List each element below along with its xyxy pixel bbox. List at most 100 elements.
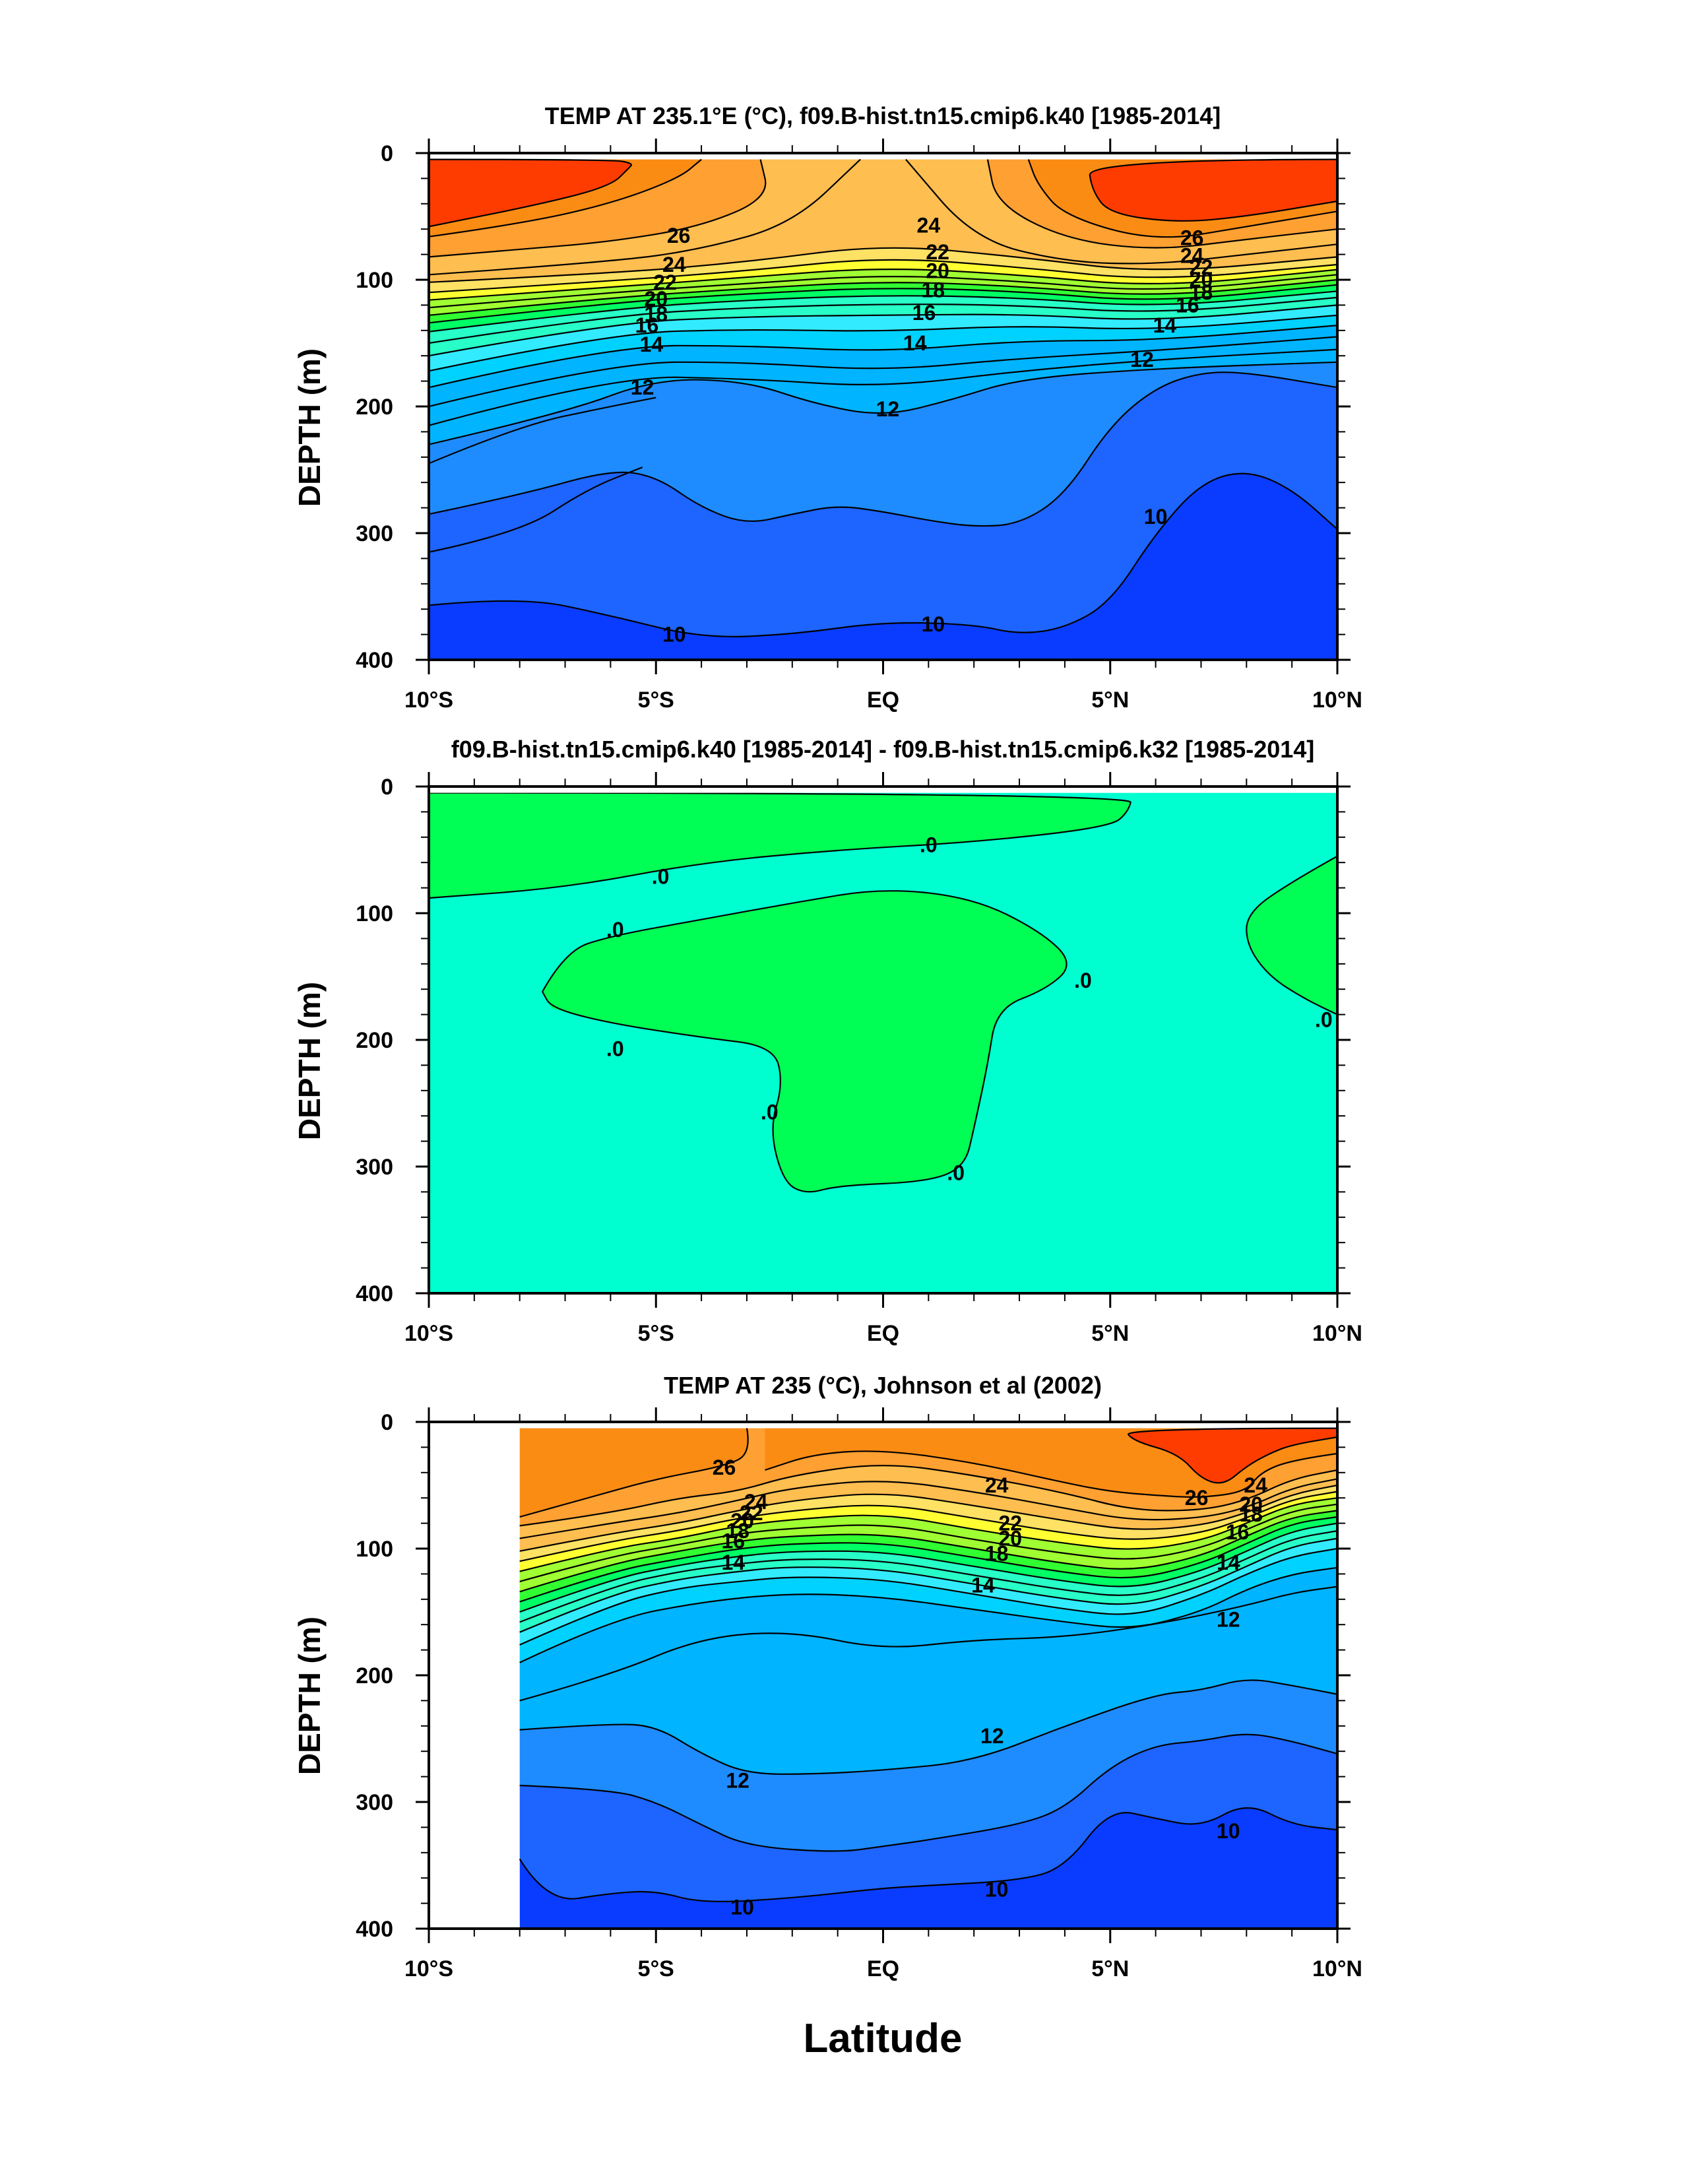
contour-label: 18 — [1239, 1502, 1263, 1526]
contour-label: 10 — [1144, 505, 1168, 529]
no-data-area — [429, 1422, 520, 1929]
fill-band-warmest — [1128, 1428, 1337, 1483]
x-tick-label: 10°S — [404, 1321, 453, 1346]
contour-field — [429, 153, 1337, 660]
contour-label: 20 — [926, 259, 949, 283]
contour-label: 18 — [726, 1519, 749, 1543]
fill-positive-1 — [542, 891, 1067, 1192]
contour-label: 14 — [721, 1551, 745, 1574]
contour-label: 10 — [1217, 1819, 1240, 1843]
y-tick-label: 100 — [356, 268, 393, 293]
contour-label: 20 — [998, 1527, 1022, 1551]
zero-contour-0 — [429, 792, 1131, 899]
isotherm-18 — [429, 290, 1337, 333]
contour-label: .0 — [652, 864, 670, 888]
contour-label: 24 — [1180, 244, 1204, 268]
y-tick-label: 300 — [356, 521, 393, 546]
isotherm-21 — [519, 1503, 1337, 1582]
contour-label: 22 — [998, 1512, 1022, 1535]
isotherm-28 — [429, 158, 633, 228]
contour-label: 10 — [985, 1877, 1009, 1901]
isotherm-18 — [519, 1522, 1337, 1613]
isotherm-10 — [429, 472, 1337, 638]
contour-label: 24 — [917, 213, 941, 237]
isotherm-14 — [519, 1566, 1337, 1663]
fill-band-27 — [519, 1422, 748, 1517]
isotherm-28 — [1089, 158, 1337, 222]
contour-label: 16 — [1226, 1520, 1250, 1544]
isotherm-15 — [519, 1547, 1337, 1646]
contour-label: 24 — [1244, 1473, 1267, 1497]
x-tick-label: 5°S — [638, 1956, 674, 1981]
y-tick-label: 0 — [381, 1410, 393, 1435]
x-tick-label: 10°N — [1312, 1956, 1362, 1981]
panel-title: TEMP AT 235.1°E (°C), f09.B-hist.tn15.cm… — [545, 102, 1221, 129]
contour-label: 26 — [1180, 226, 1204, 250]
isotherm-24 — [429, 247, 1337, 283]
isotherm-23 — [429, 259, 1337, 294]
y-tick-label: 400 — [356, 648, 393, 673]
no-data-surface — [429, 1422, 1337, 1429]
y-tick-label: 200 — [356, 1028, 393, 1053]
contour-label: 10 — [730, 1895, 754, 1919]
x-tick-label: 5°N — [1091, 688, 1129, 713]
fill-band-warmest — [1089, 159, 1337, 221]
y-tick-label: 300 — [356, 1155, 393, 1180]
x-axis-label: Latitude — [803, 2016, 962, 2061]
contour-label: 10 — [921, 612, 945, 636]
contour-label: .0 — [606, 1037, 624, 1060]
contour-label: 12 — [726, 1768, 749, 1792]
plot-area: .0 .0 .0 .0 .0 .0 .0 .0 0 100 200 300 400 10°S 5°S EQ 5°… — [356, 772, 1362, 1346]
contour-label: 12 — [631, 375, 654, 399]
isotherm-13 — [429, 336, 1337, 408]
contour-label: 22 — [653, 271, 677, 294]
isotherm-23 — [519, 1491, 1337, 1562]
fill-positive-2 — [1246, 856, 1337, 1015]
isotherm-25 — [905, 158, 1337, 265]
contour-label: 24 — [744, 1490, 768, 1514]
isotherm-16 — [519, 1537, 1337, 1633]
isotherm-27 — [765, 1450, 1337, 1498]
contour-label: 12 — [876, 397, 900, 421]
isotherm-22 — [519, 1497, 1337, 1572]
x-tick-label: EQ — [867, 1956, 899, 1981]
isotherm-17 — [519, 1530, 1337, 1623]
x-tick-label: EQ — [867, 688, 899, 713]
y-tick-label: 400 — [356, 1917, 393, 1942]
contour-label: .0 — [920, 833, 938, 856]
panel-title: TEMP AT 235 (°C), Johnson et al (2002) — [664, 1372, 1102, 1399]
contour-label: 16 — [1176, 293, 1199, 317]
contour-label: 20 — [730, 1509, 754, 1533]
no-data-surface — [429, 787, 1337, 793]
x-tick-label: 5°S — [638, 688, 674, 713]
contour-label: 24 — [985, 1473, 1009, 1497]
contour-label: 10 — [662, 623, 686, 647]
x-tick-label: EQ — [867, 1321, 899, 1346]
contour-label: 16 — [912, 301, 936, 325]
isotherm-26 — [429, 159, 767, 258]
y-tick-label: 0 — [381, 775, 393, 800]
contour-label: 12 — [1130, 348, 1154, 371]
isotherm-26 — [986, 159, 1337, 249]
contour-label: 16 — [721, 1529, 745, 1553]
contour-label: .0 — [606, 918, 624, 942]
panel-temp-obs: TEMP AT 235 (°C), Johnson et al (2002) D… — [292, 1372, 1362, 1981]
y-tick-label: 200 — [356, 395, 393, 420]
isotherm-24 — [519, 1484, 1337, 1552]
contour-label: .0 — [947, 1161, 965, 1185]
isotherm-19 — [429, 284, 1337, 324]
panel-temp-model: TEMP AT 235.1°E (°C), f09.B-hist.tn15.cm… — [292, 102, 1362, 713]
isotherm-19 — [519, 1516, 1337, 1603]
contour-label: 12 — [980, 1724, 1004, 1748]
isotherm-17 — [429, 296, 1337, 344]
panel-difference: f09.B-hist.tn15.cmip6.k40 [1985-2014] - … — [292, 736, 1362, 1346]
x-tick-label: 5°N — [1091, 1956, 1129, 1981]
contour-label: 20 — [1239, 1493, 1263, 1516]
isotherm-27 — [1027, 159, 1337, 238]
contour-label: 22 — [1190, 255, 1213, 279]
zero-contour-2 — [1246, 855, 1337, 1015]
y-tick-label: 200 — [356, 1663, 393, 1688]
x-tick-label: 10°N — [1312, 688, 1362, 713]
contour-field — [429, 787, 1337, 1293]
